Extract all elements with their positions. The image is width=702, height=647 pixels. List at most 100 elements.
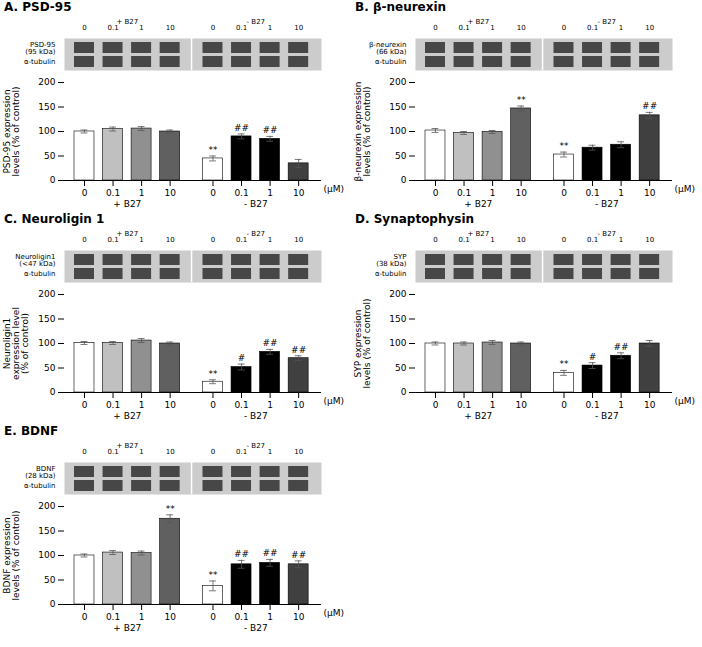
svg-text:Neuroligin1expression level(%: Neuroligin1expression level(% of control… — [2, 307, 30, 380]
svg-text:200: 200 — [38, 289, 55, 299]
svg-text:α-tubulin: α-tubulin — [24, 270, 56, 278]
svg-text:+ B27: + B27 — [464, 199, 492, 209]
svg-text:10: 10 — [515, 400, 527, 410]
svg-text:10: 10 — [294, 24, 303, 32]
svg-text:0: 0 — [561, 188, 567, 198]
svg-text:+ B27: + B27 — [116, 18, 138, 26]
svg-text:#: # — [589, 352, 597, 362]
svg-text:- B27: - B27 — [595, 411, 619, 421]
svg-text:0: 0 — [82, 188, 88, 198]
svg-text:10: 10 — [164, 612, 176, 622]
svg-text:##: ## — [291, 550, 306, 560]
svg-text:1: 1 — [268, 24, 272, 32]
svg-text:0.1: 0.1 — [234, 400, 248, 410]
svg-text:##: ## — [642, 101, 657, 111]
svg-text:PSD-95 expressionlevels (% of: PSD-95 expressionlevels (% of control) — [2, 86, 21, 176]
svg-text:10: 10 — [166, 24, 175, 32]
svg-text:- B27: - B27 — [598, 18, 616, 26]
svg-text:0.1: 0.1 — [457, 400, 471, 410]
svg-text:10: 10 — [515, 188, 527, 198]
svg-text:50: 50 — [44, 575, 56, 585]
svg-text:0: 0 — [82, 612, 88, 622]
svg-text:+ B27: + B27 — [467, 230, 489, 238]
svg-text:0: 0 — [211, 236, 215, 244]
svg-text:#: # — [238, 353, 246, 363]
svg-text:+ B27: + B27 — [467, 18, 489, 26]
svg-text:1: 1 — [490, 24, 494, 32]
svg-text:(μM): (μM) — [675, 396, 696, 406]
svg-text:0: 0 — [50, 387, 56, 397]
svg-text:10: 10 — [166, 448, 175, 456]
svg-text:1: 1 — [490, 188, 496, 198]
svg-text:10: 10 — [294, 448, 303, 456]
svg-text:150: 150 — [38, 314, 55, 324]
svg-text:10: 10 — [293, 188, 305, 198]
svg-text:10: 10 — [517, 236, 526, 244]
svg-text:0.1: 0.1 — [457, 188, 471, 198]
svg-text:**: ** — [166, 504, 176, 514]
svg-text:1: 1 — [490, 236, 494, 244]
svg-text:0.1: 0.1 — [106, 612, 120, 622]
svg-text:1: 1 — [139, 612, 145, 622]
svg-text:**: ** — [208, 145, 218, 155]
svg-text:α-tubulin: α-tubulin — [375, 58, 407, 66]
svg-text:0: 0 — [82, 236, 86, 244]
svg-text:0: 0 — [562, 236, 566, 244]
svg-text:##: ## — [263, 548, 278, 558]
svg-text:- B27: - B27 — [247, 442, 265, 450]
svg-text:10: 10 — [644, 400, 656, 410]
svg-text:##: ## — [234, 123, 249, 133]
svg-text:- B27: - B27 — [598, 230, 616, 238]
svg-text:10: 10 — [645, 236, 654, 244]
svg-text:50: 50 — [44, 151, 56, 161]
svg-text:(μM): (μM) — [675, 184, 696, 194]
svg-text:1: 1 — [619, 24, 623, 32]
svg-text:0.1: 0.1 — [587, 24, 598, 32]
svg-text:0: 0 — [433, 400, 439, 410]
svg-text:α-tubulin: α-tubulin — [375, 270, 407, 278]
svg-text:- B27: - B27 — [247, 230, 265, 238]
svg-text:0.1: 0.1 — [234, 188, 248, 198]
svg-text:- B27: - B27 — [247, 18, 265, 26]
svg-text:- B27: - B27 — [244, 623, 268, 633]
svg-text:+ B27: + B27 — [113, 199, 141, 209]
svg-text:+ B27: + B27 — [464, 411, 492, 421]
svg-text:150: 150 — [389, 314, 406, 324]
svg-text:1: 1 — [619, 236, 623, 244]
svg-text:150: 150 — [389, 102, 406, 112]
svg-text:0: 0 — [433, 188, 439, 198]
svg-text:1: 1 — [139, 24, 143, 32]
svg-text:α-tubulin: α-tubulin — [24, 58, 56, 66]
svg-text:0.1: 0.1 — [236, 448, 247, 456]
svg-text:0.1: 0.1 — [106, 400, 120, 410]
svg-text:0.1: 0.1 — [587, 236, 598, 244]
svg-text:150: 150 — [38, 526, 55, 536]
svg-text:BDNF(28 kDa): BDNF(28 kDa) — [25, 465, 56, 480]
svg-text:0: 0 — [211, 24, 215, 32]
svg-text:10: 10 — [645, 24, 654, 32]
svg-text:(μM): (μM) — [324, 608, 345, 618]
svg-text:##: ## — [614, 342, 629, 352]
svg-text:(μM): (μM) — [324, 184, 345, 194]
svg-text:Neuroligin1(<47 kDa): Neuroligin1(<47 kDa) — [15, 253, 55, 268]
svg-text:1: 1 — [139, 400, 145, 410]
svg-text:+ B27: + B27 — [116, 442, 138, 450]
svg-text:50: 50 — [395, 151, 407, 161]
svg-text:10: 10 — [164, 188, 176, 198]
svg-text:(μM): (μM) — [324, 396, 345, 406]
svg-text:0: 0 — [82, 400, 88, 410]
svg-text:0.1: 0.1 — [585, 188, 599, 198]
svg-text:**: ** — [208, 570, 218, 580]
svg-text:+ B27: + B27 — [113, 623, 141, 633]
svg-text:1: 1 — [490, 400, 496, 410]
svg-text:0: 0 — [562, 24, 566, 32]
svg-text:1: 1 — [267, 612, 273, 622]
svg-text:100: 100 — [389, 126, 406, 136]
svg-text:200: 200 — [38, 77, 55, 87]
svg-text:0: 0 — [211, 448, 215, 456]
svg-text:10: 10 — [293, 612, 305, 622]
svg-text:0: 0 — [401, 175, 407, 185]
svg-text:β-neurexin(66 kDa): β-neurexin(66 kDa) — [369, 41, 407, 56]
svg-text:200: 200 — [389, 289, 406, 299]
svg-text:BDNF expressionlevels (% of co: BDNF expressionlevels (% of control) — [2, 510, 21, 600]
